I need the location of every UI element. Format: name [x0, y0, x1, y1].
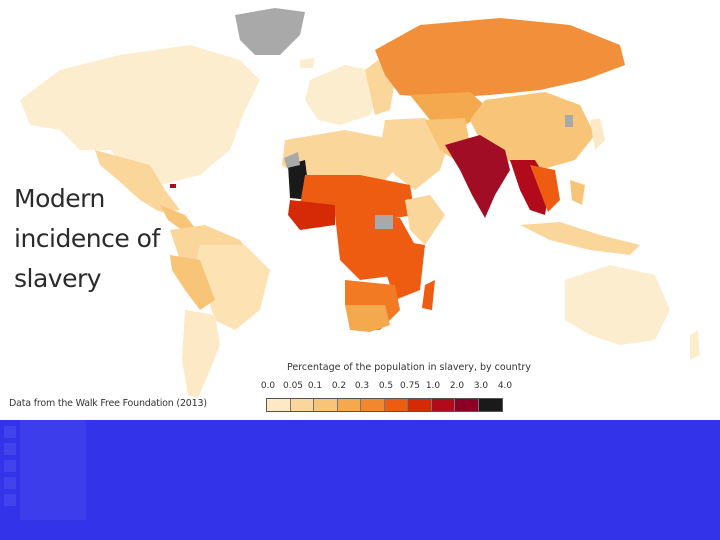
footer-band	[0, 420, 720, 540]
legend-tick-0: 0.0	[260, 381, 276, 391]
region-russia	[375, 18, 625, 98]
legend-swatch-3	[337, 399, 361, 411]
legend-tick-9: 3.0	[473, 381, 489, 391]
region-india-pakistan	[445, 135, 510, 218]
legend-tick-5: 0.5	[378, 381, 394, 391]
legend-swatch-5	[384, 399, 408, 411]
region-kazakhstan	[410, 92, 490, 125]
region-central-america	[160, 205, 195, 230]
legend-swatch-6	[408, 399, 432, 411]
legend-tick-4: 0.3	[354, 381, 370, 391]
title-line-3: slavery	[14, 264, 102, 293]
region-mexico	[95, 150, 180, 212]
region-west-africa-coast	[288, 200, 335, 230]
legend-tick-1: 0.05	[282, 381, 304, 391]
legend-swatch-8	[455, 399, 479, 411]
title-line-1: Modern	[14, 184, 105, 213]
region-west-sahara	[284, 152, 300, 168]
region-north-america	[20, 45, 260, 185]
legend-tick-10: 4.0	[497, 381, 513, 391]
legend-swatch-7	[431, 399, 455, 411]
region-iceland	[300, 58, 315, 68]
region-japan	[590, 118, 605, 150]
legend-swatch-0	[267, 399, 291, 411]
footer-square	[4, 477, 16, 489]
source-caption: Data from the Walk Free Foundation (2013…	[9, 398, 207, 409]
region-philippines	[570, 180, 585, 205]
region-new-zealand	[690, 330, 700, 360]
region-indochina	[530, 165, 560, 212]
region-indonesia	[520, 222, 640, 255]
region-western-europe	[305, 65, 380, 125]
legend-tick-8: 2.0	[449, 381, 465, 391]
legend-tick-2: 0.1	[307, 381, 323, 391]
footer-square	[4, 494, 16, 506]
legend-swatch-2	[314, 399, 338, 411]
legend-swatch-1	[290, 399, 314, 411]
title-line-2: incidence of	[14, 224, 160, 253]
footer-decoration	[4, 426, 86, 526]
legend-tick-7: 1.0	[425, 381, 441, 391]
region-korea	[565, 115, 573, 127]
region-greenland	[235, 8, 305, 55]
legend-swatch-4	[361, 399, 385, 411]
legend-tick-6: 0.75	[399, 381, 421, 391]
region-south-sudan	[375, 215, 393, 229]
region-brazil	[195, 245, 270, 330]
legend-swatch-9	[478, 399, 502, 411]
footer-panel	[20, 420, 86, 520]
legend-tick-3: 0.2	[331, 381, 347, 391]
region-madagascar	[422, 280, 435, 310]
world-map-svg	[20, 8, 700, 398]
region-horn-of-africa	[405, 195, 445, 245]
legend-color-bar	[266, 398, 503, 412]
region-haiti	[170, 184, 176, 188]
footer-square	[4, 426, 16, 438]
footer-square	[4, 460, 16, 472]
legend-title: Percentage of the population in slavery,…	[287, 362, 531, 373]
region-middle-east	[380, 118, 450, 190]
footer-square	[4, 443, 16, 455]
region-peru-bolivia	[170, 255, 215, 310]
region-south-africa	[345, 305, 390, 332]
region-argentina-chile	[182, 310, 220, 398]
world-map	[20, 8, 700, 398]
region-north-africa	[282, 130, 400, 180]
region-australia	[565, 265, 670, 345]
